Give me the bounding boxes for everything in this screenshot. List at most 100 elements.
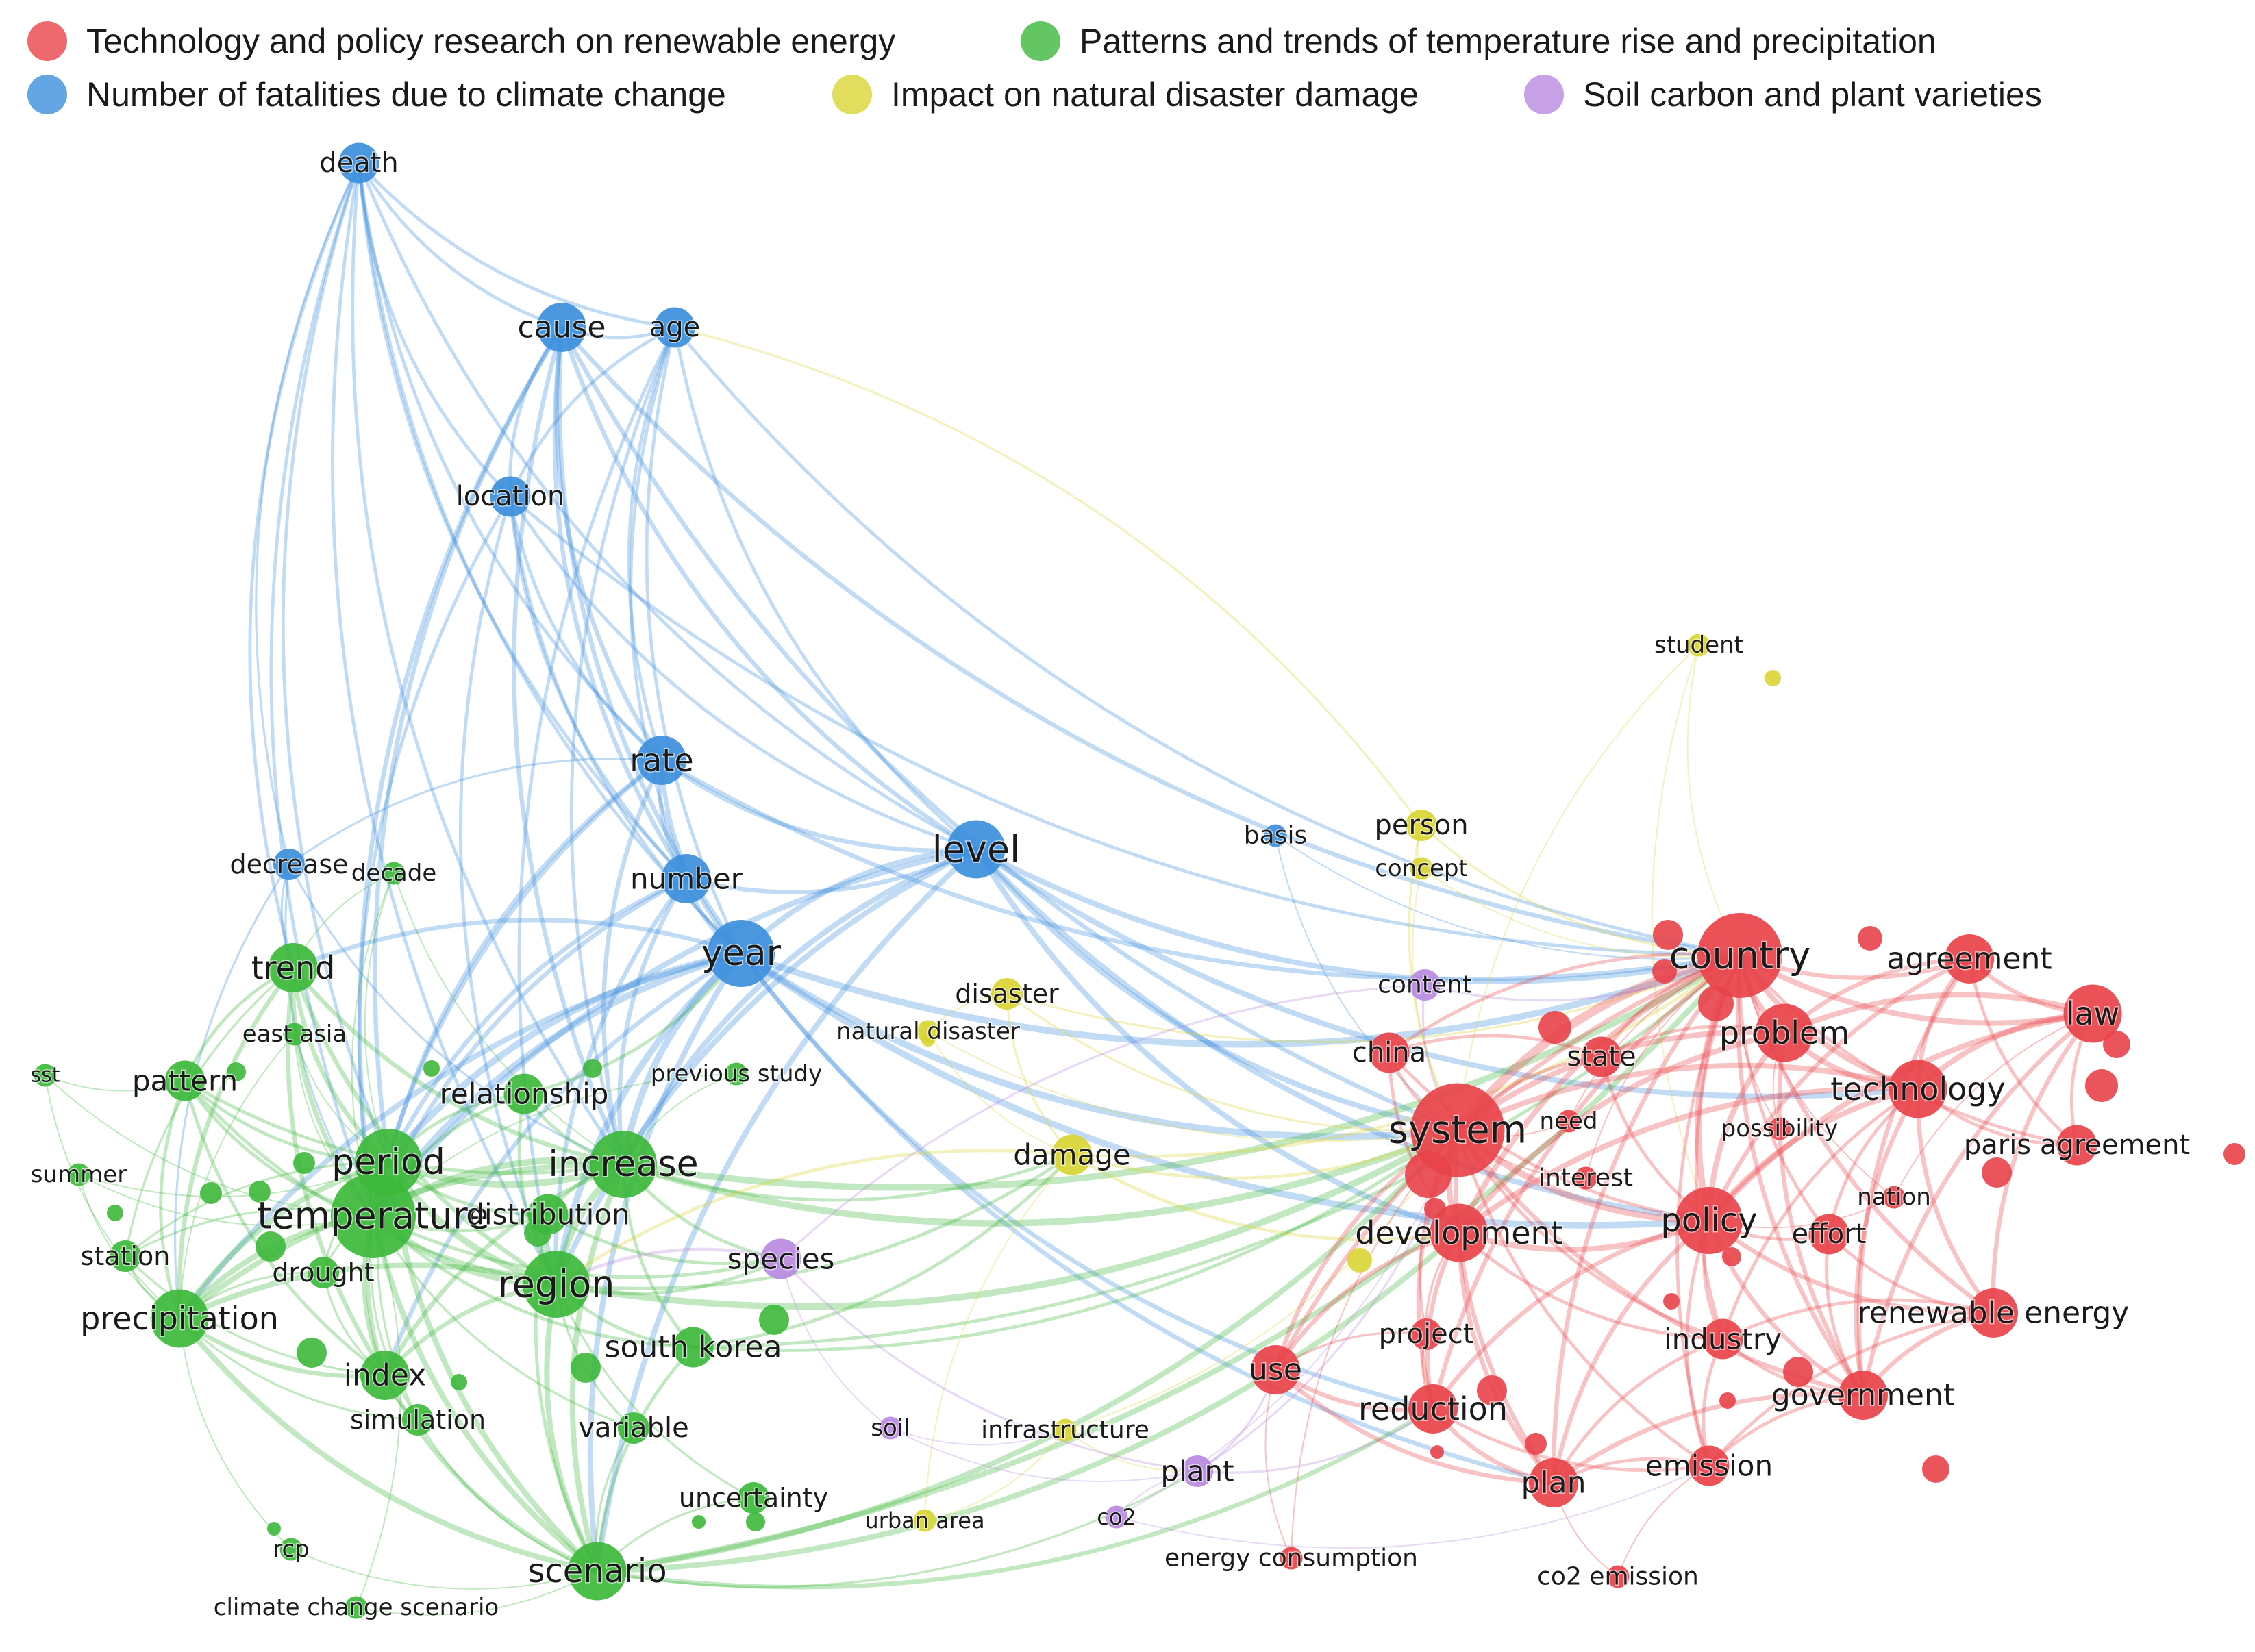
- minor-node-green: [227, 1062, 246, 1081]
- minor-node-green: [451, 1374, 467, 1390]
- edge-rate-decrease: [288, 757, 662, 866]
- node-pattern[interactable]: [164, 1060, 205, 1101]
- node-scenario[interactable]: [568, 1542, 627, 1601]
- node-co2[interactable]: [1105, 1505, 1128, 1529]
- node-government[interactable]: [1839, 1371, 1888, 1420]
- edge-law-policy: [1707, 1011, 2093, 1223]
- node-uncertainty[interactable]: [738, 1482, 769, 1514]
- node-technology[interactable]: [1889, 1060, 1947, 1118]
- node-level[interactable]: [947, 820, 1006, 879]
- node-use[interactable]: [1251, 1345, 1300, 1394]
- node-state[interactable]: [1581, 1036, 1622, 1077]
- node-east-asia[interactable]: [283, 1023, 306, 1046]
- node-student[interactable]: [1687, 634, 1710, 657]
- node-temperature[interactable]: [331, 1173, 416, 1258]
- node-increase[interactable]: [590, 1131, 657, 1198]
- node-trend[interactable]: [269, 943, 318, 992]
- edge-technology-development: [1457, 1086, 1919, 1236]
- node-co2-emission[interactable]: [1606, 1565, 1630, 1588]
- node-country[interactable]: [1697, 913, 1782, 998]
- node-damage[interactable]: [1051, 1134, 1093, 1175]
- edge-country-government: [1735, 955, 1865, 1397]
- node-label-content: content: [1378, 971, 1472, 999]
- node-rcp[interactable]: [279, 1538, 303, 1561]
- node-decade[interactable]: [382, 862, 406, 885]
- edge-relationship-year: [523, 952, 743, 1096]
- node-station[interactable]: [110, 1240, 141, 1272]
- edge-climate_change_scenario-scenario: [356, 1570, 598, 1616]
- node-infrastructure[interactable]: [1054, 1418, 1077, 1442]
- node-label-decrease: decrease: [229, 849, 348, 879]
- node-basis[interactable]: [1264, 824, 1287, 847]
- edge-number-period: [386, 877, 688, 1164]
- node-precipitation[interactable]: [150, 1289, 209, 1348]
- node-label-temperature: temperature: [257, 1194, 489, 1238]
- node-nation[interactable]: [1882, 1186, 1906, 1209]
- node-policy[interactable]: [1675, 1187, 1743, 1254]
- edge-year-increase: [620, 951, 744, 1165]
- node-year[interactable]: [708, 920, 775, 987]
- node-project[interactable]: [1410, 1318, 1442, 1350]
- node-soil[interactable]: [879, 1416, 902, 1440]
- node-urban-area[interactable]: [913, 1509, 936, 1532]
- node-drought[interactable]: [308, 1257, 339, 1288]
- edge-period-precipitation: [177, 1160, 390, 1321]
- edge-location-country: [509, 495, 1741, 958]
- node-energy-consumption[interactable]: [1280, 1547, 1303, 1570]
- node-index[interactable]: [360, 1351, 410, 1400]
- node-concept[interactable]: [1410, 857, 1433, 880]
- edge-soil-infrastructure: [890, 1427, 1066, 1446]
- node-system[interactable]: [1410, 1083, 1505, 1177]
- node-law[interactable]: [2063, 984, 2122, 1043]
- node-plant[interactable]: [1182, 1455, 1213, 1487]
- node-climate-change-scenario[interactable]: [345, 1596, 368, 1619]
- edge-china-policy: [1388, 1051, 1710, 1223]
- node-number[interactable]: [662, 854, 711, 903]
- node-natural-disaster[interactable]: [917, 1020, 940, 1043]
- node-interest[interactable]: [1574, 1166, 1597, 1190]
- node-simulation[interactable]: [402, 1404, 434, 1436]
- node-summer[interactable]: [67, 1163, 90, 1186]
- node-plan[interactable]: [1529, 1458, 1578, 1507]
- node-possibility[interactable]: [1768, 1117, 1791, 1140]
- node-location[interactable]: [490, 476, 531, 517]
- node-development[interactable]: [1430, 1203, 1488, 1262]
- node-industry[interactable]: [1702, 1318, 1743, 1360]
- node-previous-study[interactable]: [725, 1062, 748, 1086]
- node-need[interactable]: [1557, 1110, 1580, 1133]
- node-china[interactable]: [1369, 1032, 1410, 1073]
- node-disaster[interactable]: [991, 978, 1023, 1010]
- node-person[interactable]: [1406, 810, 1437, 841]
- node-rate[interactable]: [637, 736, 686, 785]
- node-effort[interactable]: [1808, 1214, 1849, 1255]
- edge-cause-rate: [554, 327, 664, 762]
- edge-scenario-country: [597, 953, 1742, 1574]
- node-renewable-energy[interactable]: [1969, 1288, 2018, 1338]
- node-problem[interactable]: [1755, 1003, 1814, 1062]
- node-south-korea[interactable]: [673, 1327, 714, 1368]
- node-label-simulation: simulation: [350, 1405, 486, 1435]
- node-cause[interactable]: [537, 303, 586, 352]
- node-paris-agreement[interactable]: [2056, 1125, 2097, 1166]
- node-content[interactable]: [1409, 969, 1441, 1001]
- minor-node-red: [1922, 1455, 1949, 1483]
- edge-country-reduction: [1430, 953, 1741, 1410]
- node-decrease[interactable]: [273, 849, 305, 880]
- node-label-plant: plant: [1160, 1455, 1234, 1488]
- node-death[interactable]: [338, 142, 379, 184]
- node-sst[interactable]: [34, 1064, 57, 1087]
- edge-distribution-species: [547, 1212, 782, 1266]
- node-region[interactable]: [523, 1251, 590, 1318]
- node-reduction[interactable]: [1408, 1384, 1458, 1434]
- node-label-china: china: [1352, 1037, 1426, 1068]
- node-label-emission: emission: [1645, 1449, 1773, 1483]
- node-label-pattern: pattern: [132, 1064, 238, 1098]
- node-label-uncertainty: uncertainty: [679, 1483, 828, 1513]
- node-emission[interactable]: [1689, 1445, 1730, 1486]
- node-age[interactable]: [654, 307, 695, 348]
- node-species[interactable]: [760, 1238, 801, 1279]
- node-relationship[interactable]: [503, 1073, 545, 1114]
- node-distribution[interactable]: [527, 1194, 569, 1235]
- node-variable[interactable]: [618, 1412, 649, 1444]
- node-agreement[interactable]: [1945, 934, 1994, 984]
